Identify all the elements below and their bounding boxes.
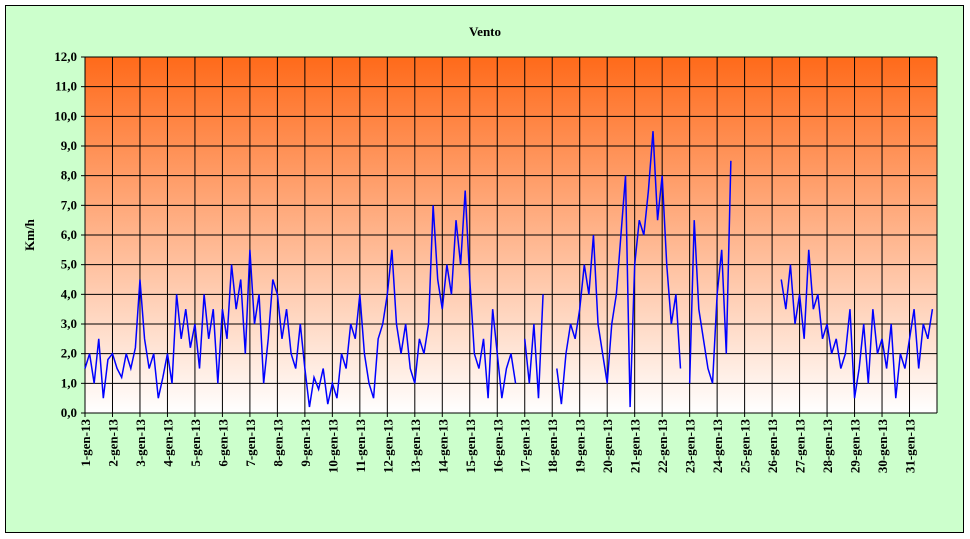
x-tick-label: 12-gen-13 [380, 419, 395, 474]
y-tick-label: 7,0 [61, 197, 77, 212]
y-tick-label: 4,0 [61, 286, 77, 301]
x-tick-label: 16-gen-13 [490, 419, 505, 474]
x-tick-label: 21-gen-13 [628, 419, 643, 474]
x-tick-label: 27-gen-13 [793, 419, 808, 474]
x-tick-label: 14-gen-13 [435, 419, 450, 474]
y-tick-label: 0,0 [61, 405, 77, 420]
y-tick-label: 9,0 [61, 138, 77, 153]
x-tick-label: 10-gen-13 [325, 419, 340, 474]
x-tick-label: 11-gen-13 [353, 419, 368, 473]
x-tick-label: 20-gen-13 [600, 419, 615, 474]
line-series [84, 131, 934, 408]
x-tick-label: 26-gen-13 [765, 419, 780, 474]
x-tick-label: 7-gen-13 [243, 419, 258, 467]
x-tick-label: 2-gen-13 [105, 419, 120, 467]
x-tick-label: 9-gen-13 [298, 419, 313, 467]
x-tick-label: 1-gen-13 [78, 419, 93, 467]
x-tick-label: 19-gen-13 [573, 419, 588, 474]
y-tick-label: 11,0 [55, 79, 77, 94]
x-tick-label: 6-gen-13 [215, 419, 230, 467]
y-tick-label: 6,0 [61, 227, 77, 242]
x-tick-label: 13-gen-13 [408, 419, 423, 474]
x-tick-label: 8-gen-13 [270, 419, 285, 467]
x-tick-label: 4-gen-13 [160, 419, 175, 467]
y-tick-label: 3,0 [61, 316, 77, 331]
x-tick-label: 17-gen-13 [518, 419, 533, 474]
chart-title: Vento [469, 24, 501, 39]
y-tick-label: 12,0 [54, 49, 77, 64]
x-tick-label: 15-gen-13 [463, 419, 478, 474]
x-tick-label: 22-gen-13 [655, 419, 670, 474]
y-tick-label: 2,0 [61, 346, 77, 361]
y-axis-label: Km/h [22, 218, 37, 251]
x-tick-label: 3-gen-13 [133, 419, 148, 467]
y-tick-label: 1,0 [61, 375, 77, 390]
x-tick-label: 29-gen-13 [848, 419, 863, 474]
x-tick-label: 30-gen-13 [875, 419, 890, 474]
y-tick-label: 10,0 [54, 108, 77, 123]
x-tick-label: 28-gen-13 [820, 419, 835, 474]
x-tick-label: 18-gen-13 [545, 419, 560, 474]
x-tick-label: 31-gen-13 [903, 419, 918, 474]
y-tick-label: 5,0 [61, 257, 77, 272]
x-tick-label: 25-gen-13 [738, 419, 753, 474]
y-tick-label: 8,0 [61, 168, 77, 183]
x-tick-label: 24-gen-13 [710, 419, 725, 474]
x-tick-label: 5-gen-13 [188, 419, 203, 467]
x-tick-label: 23-gen-13 [683, 419, 698, 474]
